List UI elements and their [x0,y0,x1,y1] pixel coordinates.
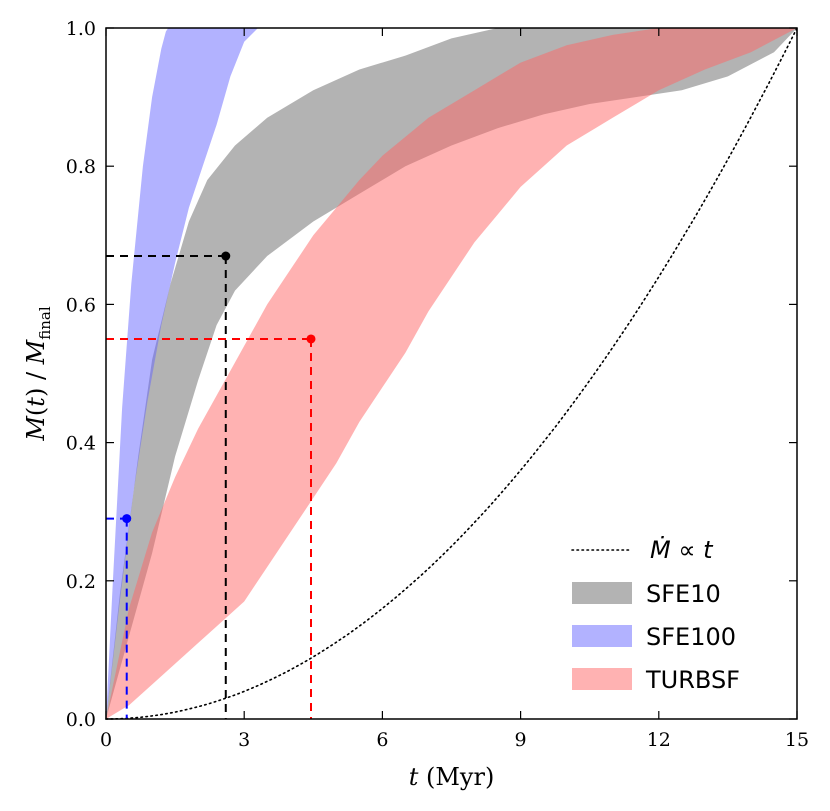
band-sfe10 [106,28,797,719]
y-tick-label: 0.0 [66,709,96,731]
x-tick-label: 12 [647,729,671,751]
y-tick-label: 0.2 [66,571,96,593]
legend-label-turbsf: TURBSF [645,666,740,694]
reference-line [105,27,798,720]
x-tick-label: 15 [785,729,809,751]
y-tick-label: 1.0 [66,18,96,40]
marker-sfe10 [221,251,231,261]
band-sfe100 [106,28,258,719]
marker-sfe100 [122,514,132,524]
legend-swatch-turbsf [572,668,632,690]
x-tick-label: 9 [515,729,527,751]
x-axis-label: t (Myr) [409,763,495,791]
legend-label-reference: Ṁ ∝ t [650,535,714,564]
axis-ticks: 0 3 6 9 12 15 0.0 0.2 0.4 0.6 0.8 1.0 [66,18,809,751]
x-tick-label: 3 [238,729,250,751]
legend-swatch-sfe10 [572,582,632,604]
band-turbsf [106,28,797,719]
reference-line-group [105,27,798,720]
x-tick-label: 6 [376,729,388,751]
marker-turbsf [306,334,316,344]
y-tick-label: 0.6 [66,294,96,316]
legend-label-sfe10: SFE10 [646,580,721,608]
legend-swatch-sfe100 [572,625,632,647]
marker-group [106,251,316,719]
plot-frame [105,27,798,720]
axis-labels: t (Myr) M(t) / Mfinal [22,306,494,791]
y-tick-label: 0.4 [66,433,96,455]
y-tick-label: 0.8 [66,156,96,178]
x-tick-label: 0 [100,729,112,751]
legend-label-sfe100: SFE100 [646,623,736,651]
legend: Ṁ ∝ t SFE10 SFE100 TURBSF [571,535,740,694]
y-axis-label: M(t) / Mfinal [22,306,54,442]
area-bands [106,28,797,719]
